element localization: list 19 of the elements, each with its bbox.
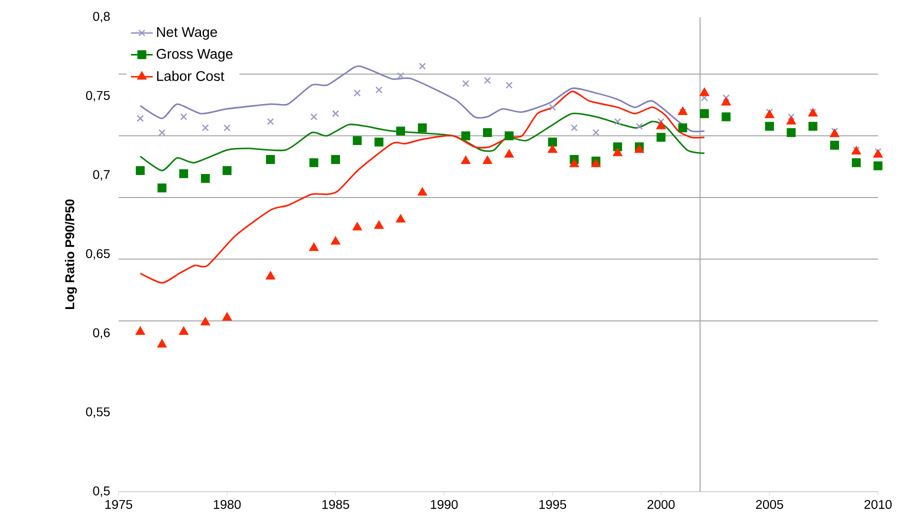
x-tick-label: 2000 (648, 500, 675, 509)
x-tick-label: 1985 (322, 500, 350, 509)
y-tick-label: 0,5 (93, 486, 110, 497)
x-tick-label: 1995 (539, 500, 566, 509)
y-tick-label: 0,7 (93, 170, 110, 181)
x-tick-label: 2010 (864, 500, 892, 509)
y-tick-label: 0,8 (93, 12, 110, 22)
legend-label: Net Wage (157, 27, 217, 40)
y-tick-label: 0,55 (86, 407, 110, 418)
y-axis-title: Log Ratio P90/P50 (64, 199, 77, 309)
x-tick-label: 2005 (756, 500, 784, 509)
legend-label: Labor Cost (157, 70, 224, 81)
y-tick-label: 0,75 (86, 90, 110, 102)
x-tick-label: 1980 (214, 500, 241, 509)
y-tick-label: 0,65 (86, 249, 110, 260)
y-tick-label: 0,6 (93, 328, 110, 339)
x-tick-label: 1990 (430, 500, 458, 509)
legend-label: Gross Wage (156, 48, 233, 62)
x-tick-label: 1975 (105, 500, 132, 509)
